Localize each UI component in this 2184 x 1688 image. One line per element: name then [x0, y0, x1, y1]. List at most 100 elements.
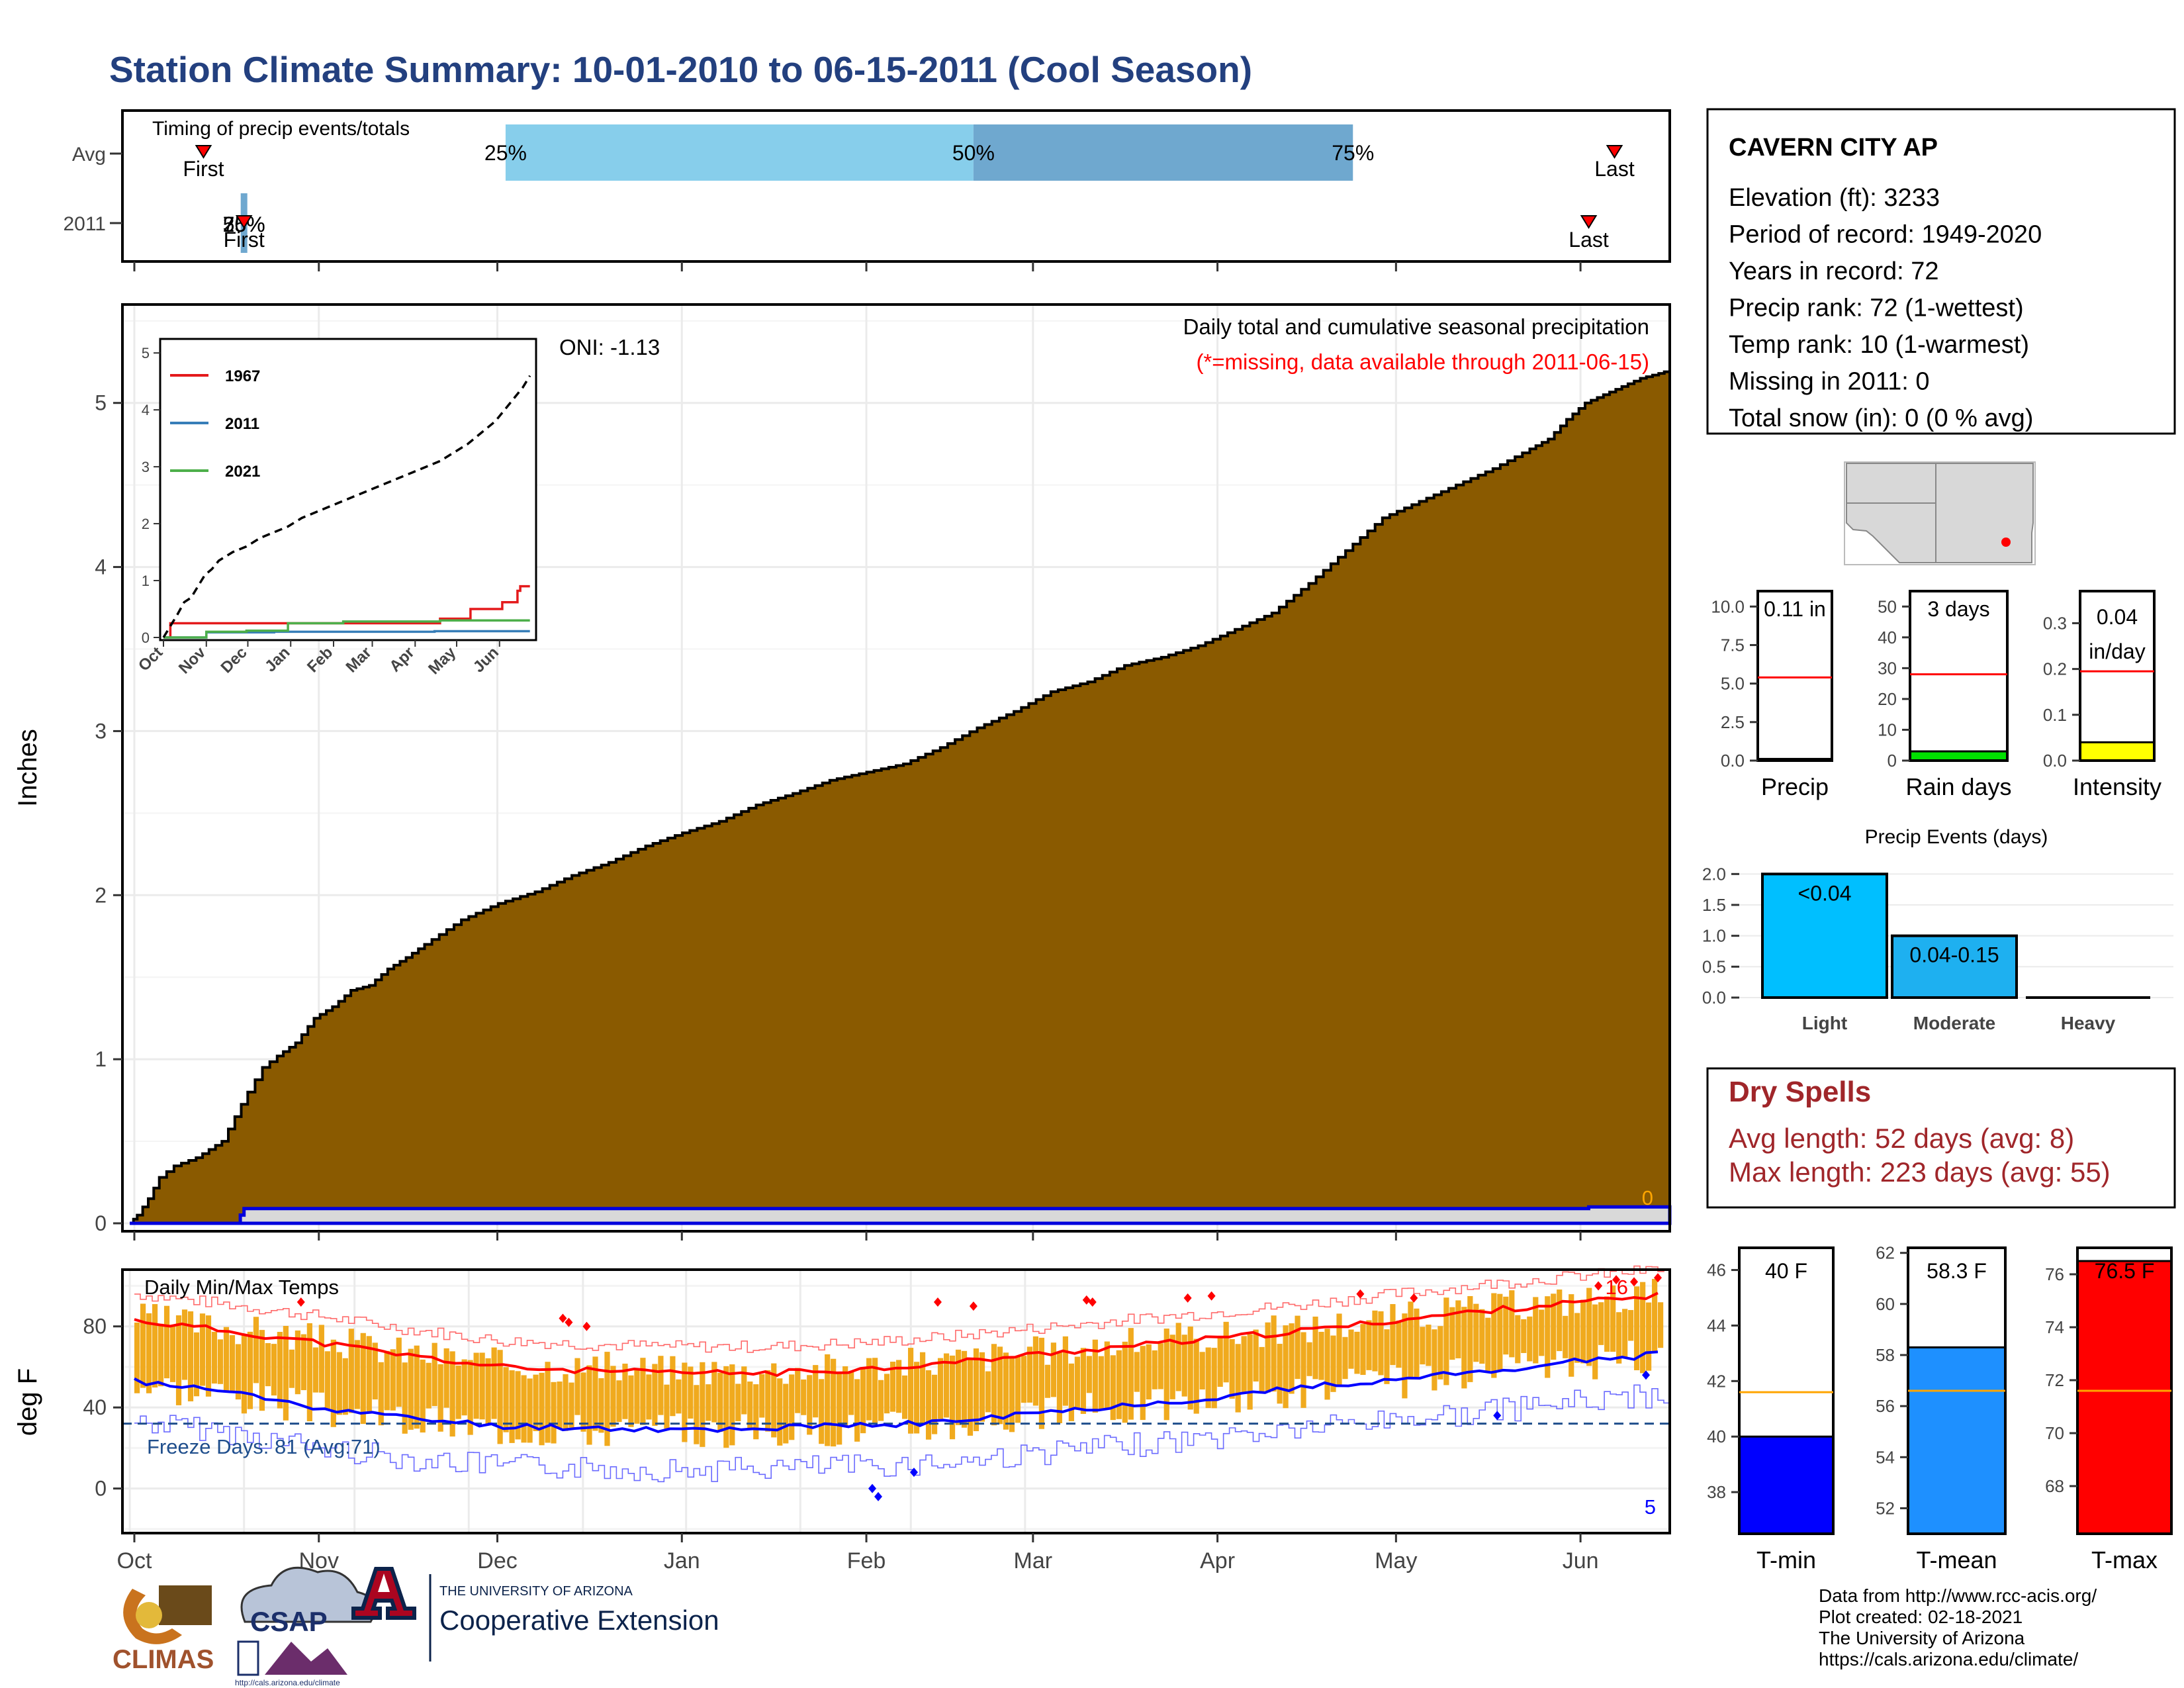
daily-temp-bar: [1104, 1341, 1110, 1410]
daily-temp-bar: [1348, 1329, 1354, 1369]
daily-temp-bar: [1247, 1334, 1253, 1410]
daily-temp-bar: [890, 1362, 896, 1412]
daily-temp-bar: [420, 1359, 426, 1433]
tmax-gauge-ytick-label: 70: [2045, 1423, 2064, 1443]
daily-temp-bar: [1408, 1301, 1414, 1380]
tmin-gauge-frame: [1738, 1246, 1835, 1535]
inset-ytick-label: 4: [142, 402, 150, 418]
daily-temp-bar: [1485, 1317, 1491, 1373]
intensity-gauge-ytick-label: 0.2: [2043, 659, 2067, 679]
state-shapes: [1846, 463, 2034, 563]
daily-temp-bar: [1050, 1342, 1056, 1397]
daily-temp-bar: [1110, 1355, 1116, 1421]
daily-temp-bar: [943, 1353, 950, 1418]
daily-temp-bar: [819, 1379, 825, 1444]
avg-p75-label: 75%: [1332, 141, 1374, 165]
daily-temp-bar: [979, 1352, 985, 1422]
tmean-gauge-ytick-label: 52: [1876, 1498, 1895, 1518]
tmin-gauge: 38 40 42 44 46 40 F T-min: [1707, 1246, 1835, 1573]
daily-temp-bar: [432, 1342, 437, 1407]
page-title: Station Climate Summary: 10-01-2010 to 0…: [109, 49, 1252, 90]
daily-temp-bar: [485, 1358, 491, 1426]
daily-temp-bar: [348, 1329, 354, 1413]
events-xlabel-heavy: Heavy: [2061, 1013, 2116, 1033]
daily-temp-bar: [1628, 1310, 1634, 1341]
daily-temp-bar: [146, 1313, 152, 1393]
daily-temp-bar: [997, 1346, 1003, 1425]
temp-xtick-label: Apr: [1200, 1548, 1235, 1573]
temp-title: Daily Min/Max Temps: [144, 1276, 339, 1299]
daily-temp-bar: [1527, 1316, 1533, 1362]
daily-temp-bar: [1414, 1308, 1420, 1378]
daily-temp-bar: [384, 1350, 390, 1411]
daily-temp-bar: [723, 1366, 729, 1448]
daily-temp-bar: [396, 1337, 402, 1407]
tmax-record-marker: [1356, 1289, 1365, 1299]
tmax-record-marker: [1654, 1273, 1662, 1283]
station-line-3: Precip rank: 72 (1-wettest): [1729, 295, 2024, 322]
daily-temp-bar: [1503, 1296, 1509, 1355]
daily-temp-bar: [158, 1323, 164, 1387]
footer-line-3: The University of Arizona: [1819, 1628, 2025, 1648]
precip-yaxis: 0 1 2 3 4 5: [95, 391, 1582, 1241]
events-bar-moderate: [1891, 934, 2018, 999]
daily-temp-bar: [1455, 1300, 1461, 1358]
daily-temp-bar: [1658, 1302, 1664, 1348]
daily-temp-bar: [896, 1360, 902, 1413]
temp-frame: [121, 1268, 1671, 1534]
precip-ylabel: Inches: [13, 729, 42, 807]
raindays-gauge-ytick-label: 50: [1878, 596, 1897, 616]
daily-temp-bar: [931, 1374, 938, 1434]
tmax-record-marker: [1183, 1293, 1192, 1303]
avg-first-label: First: [183, 157, 224, 181]
daily-temp-bar: [1634, 1286, 1640, 1370]
daily-temp-bar: [569, 1382, 574, 1428]
events-bar-label-moderate: 0.04-0.15: [1909, 943, 1999, 967]
avg-25-50-bar: [505, 124, 974, 181]
temp-content: [122, 1265, 1670, 1501]
daily-temp-bar: [1449, 1307, 1455, 1360]
temp-xtick-label: Jun: [1563, 1548, 1599, 1573]
daily-temp-bar: [545, 1362, 551, 1443]
daily-temp-bar: [426, 1362, 432, 1409]
daily-temp-bar: [306, 1323, 312, 1422]
intensity-gauge-label: Intensity: [2073, 773, 2161, 800]
daily-temp-bar: [515, 1371, 521, 1440]
tmax-record-marker: [1630, 1277, 1639, 1287]
daily-temp-bar: [1169, 1335, 1175, 1399]
precip-gauge-label: Precip: [1761, 773, 1829, 800]
daily-temp-bar: [1521, 1319, 1527, 1353]
inset-series-avg: [162, 375, 531, 638]
precip-ytick-label: 4: [95, 555, 107, 579]
daily-temp-bar: [949, 1355, 956, 1440]
daily-temp-bar: [1312, 1316, 1318, 1380]
daily-temp-bar: [175, 1315, 182, 1405]
daily-temp-bar: [1491, 1293, 1497, 1378]
timing-row-2011: 2011: [63, 213, 106, 235]
inset-series-2021: [163, 619, 530, 639]
footer-text: Data from http://www.rcc-acis.org/ Plot …: [1819, 1585, 2097, 1669]
daily-temp-bar: [1175, 1323, 1181, 1391]
daily-temp-bar: [235, 1344, 242, 1400]
daily-temp-bar: [312, 1347, 318, 1393]
daily-temp-bar: [1622, 1309, 1628, 1358]
daily-temp-bar: [1211, 1348, 1217, 1409]
daily-temp-bar: [163, 1305, 170, 1379]
station-line-1: Period of record: 1949-2020: [1729, 221, 2042, 249]
raindays-gauge-ytick-label: 0: [1888, 751, 1897, 771]
daily-temp-bar: [169, 1325, 176, 1382]
events-bar-light: [1761, 872, 1888, 1000]
daily-temp-bar: [199, 1313, 206, 1386]
daily-temp-bar: [1557, 1289, 1563, 1352]
daily-temp-bar: [408, 1348, 414, 1430]
tmin-record-line: [134, 1384, 1670, 1483]
tmax-record-marker: [1594, 1281, 1603, 1291]
precip-gauge-value-label: 0.11 in: [1764, 597, 1826, 621]
daily-temp-bar: [1360, 1324, 1366, 1376]
precip-events-chart: Precip Events (days) 0.0 0.5 1.0 1.5 2.0 <0.04…: [1702, 826, 2173, 1033]
tmax-record-marker: [582, 1321, 591, 1331]
daily-temp-bar: [1289, 1323, 1295, 1394]
tmax-gauge-ytick-label: 72: [2045, 1370, 2064, 1390]
